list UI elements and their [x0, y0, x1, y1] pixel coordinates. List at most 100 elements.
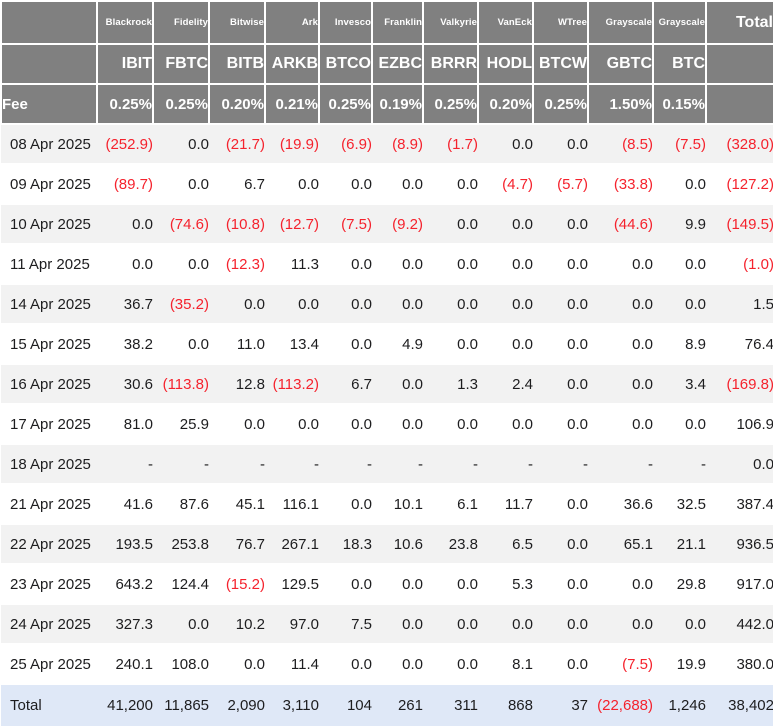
value-cell: 0.0 — [588, 284, 653, 325]
value-cell: 65.1 — [588, 524, 653, 565]
value-cell: (35.2) — [153, 284, 209, 325]
value-cell: 0.0 — [653, 284, 706, 325]
value-cell: 0.0 — [319, 564, 372, 605]
value-cell: 116.1 — [265, 484, 319, 525]
column-total-cell: 311 — [423, 683, 478, 726]
value-cell: 0.0 — [588, 564, 653, 605]
value-cell: 0.0 — [653, 604, 706, 645]
fee-cell: 0.25% — [532, 83, 589, 125]
value-cell: 327.3 — [97, 604, 153, 645]
value-cell: - — [372, 444, 423, 485]
date-cell: 08 Apr 2025 — [1, 124, 97, 165]
value-cell: 0.0 — [653, 244, 706, 285]
table-row: 23 Apr 2025 643.2 124.4 (15.2) 129.5 0.0 0.0 0.… — [1, 564, 773, 605]
date-cell: 14 Apr 2025 — [1, 284, 97, 325]
table-row: 17 Apr 2025 81.0 25.9 0.0 0.0 0.0 0.0 0.0 0.0 0.0… — [1, 404, 773, 445]
value-cell: 0.0 — [478, 244, 533, 285]
value-cell: 36.6 — [588, 484, 653, 525]
value-cell: - — [209, 444, 265, 485]
value-cell: 0.0 — [533, 244, 588, 285]
fee-row: Fee 0.25% 0.25% 0.20% 0.21% 0.25% 0.19% 0.25% 0.… — [0, 83, 773, 125]
column-total-cell: 11,865 — [153, 683, 209, 726]
fee-cell: 0.25% — [96, 83, 154, 125]
table-row: 14 Apr 2025 36.7 (35.2) 0.0 0.0 0.0 0.0 0.0 0.0 0… — [1, 284, 773, 325]
value-cell: 0.0 — [533, 524, 588, 565]
value-cell: 13.4 — [265, 324, 319, 365]
row-total-cell: 917.0 — [706, 564, 773, 605]
table-body: 08 Apr 2025 (252.9) 0.0 (21.7) (19.9) (6.9) (8… — [1, 124, 773, 726]
value-cell: 10.1 — [372, 484, 423, 525]
row-total-cell: 936.5 — [706, 524, 773, 565]
row-total-cell: 442.0 — [706, 604, 773, 645]
value-cell: 0.0 — [372, 364, 423, 405]
value-cell: 0.0 — [478, 604, 533, 645]
value-cell: 0.0 — [153, 124, 209, 165]
value-cell: (113.8) — [153, 364, 209, 405]
value-cell: 3.4 — [653, 364, 706, 405]
ticker-header: IBIT — [96, 43, 154, 85]
row-total-cell: (169.8) — [706, 364, 773, 405]
value-cell: 0.0 — [423, 404, 478, 445]
value-cell: 6.7 — [319, 364, 372, 405]
date-cell: 25 Apr 2025 — [1, 644, 97, 685]
value-cell: 0.0 — [588, 604, 653, 645]
provider-header: Grayscale — [587, 0, 654, 45]
value-cell: 0.0 — [372, 644, 423, 685]
provider-header: Franklin — [371, 0, 424, 45]
value-cell: 11.0 — [209, 324, 265, 365]
value-cell: 124.4 — [153, 564, 209, 605]
value-cell: 0.0 — [588, 324, 653, 365]
value-cell: (15.2) — [209, 564, 265, 605]
value-cell: - — [97, 444, 153, 485]
date-cell: 18 Apr 2025 — [1, 444, 97, 485]
value-cell: 2.4 — [478, 364, 533, 405]
value-cell: 0.0 — [319, 404, 372, 445]
value-cell: 36.7 — [97, 284, 153, 325]
value-cell: 193.5 — [97, 524, 153, 565]
value-cell: 0.0 — [533, 284, 588, 325]
fee-cell: 0.25% — [152, 83, 210, 125]
table-row: 21 Apr 2025 41.6 87.6 45.1 116.1 0.0 10.1 6.1 11… — [1, 484, 773, 525]
value-cell: 0.0 — [153, 324, 209, 365]
row-total-cell: (149.5) — [706, 204, 773, 245]
row-total-cell: (127.2) — [706, 164, 773, 205]
value-cell: (10.8) — [209, 204, 265, 245]
value-cell: 0.0 — [319, 324, 372, 365]
ticker-header: BRRR — [422, 43, 479, 85]
ticker-header: BITB — [208, 43, 266, 85]
value-cell: (113.2) — [265, 364, 319, 405]
value-cell: 0.0 — [372, 404, 423, 445]
table-row: 16 Apr 2025 30.6 (113.8) 12.8 (113.2) 6.7 0.0 1… — [1, 364, 773, 405]
value-cell: 0.0 — [588, 244, 653, 285]
column-total-cell: 2,090 — [209, 683, 265, 726]
value-cell: 0.0 — [265, 284, 319, 325]
ticker-header: BTCW — [532, 43, 589, 85]
provider-header: Valkyrie — [422, 0, 479, 45]
value-cell: (21.7) — [209, 124, 265, 165]
table-row: 15 Apr 2025 38.2 0.0 11.0 13.4 0.0 4.9 0.0 0.0 0.… — [1, 324, 773, 365]
value-cell: 0.0 — [533, 564, 588, 605]
value-cell: 0.0 — [588, 364, 653, 405]
column-total-cell: 104 — [319, 683, 372, 726]
date-cell: 10 Apr 2025 — [1, 204, 97, 245]
provider-header: VanEck — [477, 0, 534, 45]
column-total-cell: 37 — [533, 683, 588, 726]
value-cell: 0.0 — [653, 404, 706, 445]
value-cell: 0.0 — [97, 244, 153, 285]
value-cell: 7.5 — [319, 604, 372, 645]
value-cell: 0.0 — [478, 124, 533, 165]
value-cell: 0.0 — [423, 244, 478, 285]
value-cell: 0.0 — [423, 644, 478, 685]
table-row: 08 Apr 2025 (252.9) 0.0 (21.7) (19.9) (6.9) (8… — [1, 124, 773, 165]
provider-header: Invesco — [318, 0, 373, 45]
value-cell: 240.1 — [97, 644, 153, 685]
date-cell: 23 Apr 2025 — [1, 564, 97, 605]
ticker-header: BTC — [652, 43, 707, 85]
value-cell: 0.0 — [372, 604, 423, 645]
value-cell: 4.9 — [372, 324, 423, 365]
value-cell: 41.6 — [97, 484, 153, 525]
value-cell: (252.9) — [97, 124, 153, 165]
value-cell: 0.0 — [319, 644, 372, 685]
column-total-cell: 868 — [478, 683, 533, 726]
